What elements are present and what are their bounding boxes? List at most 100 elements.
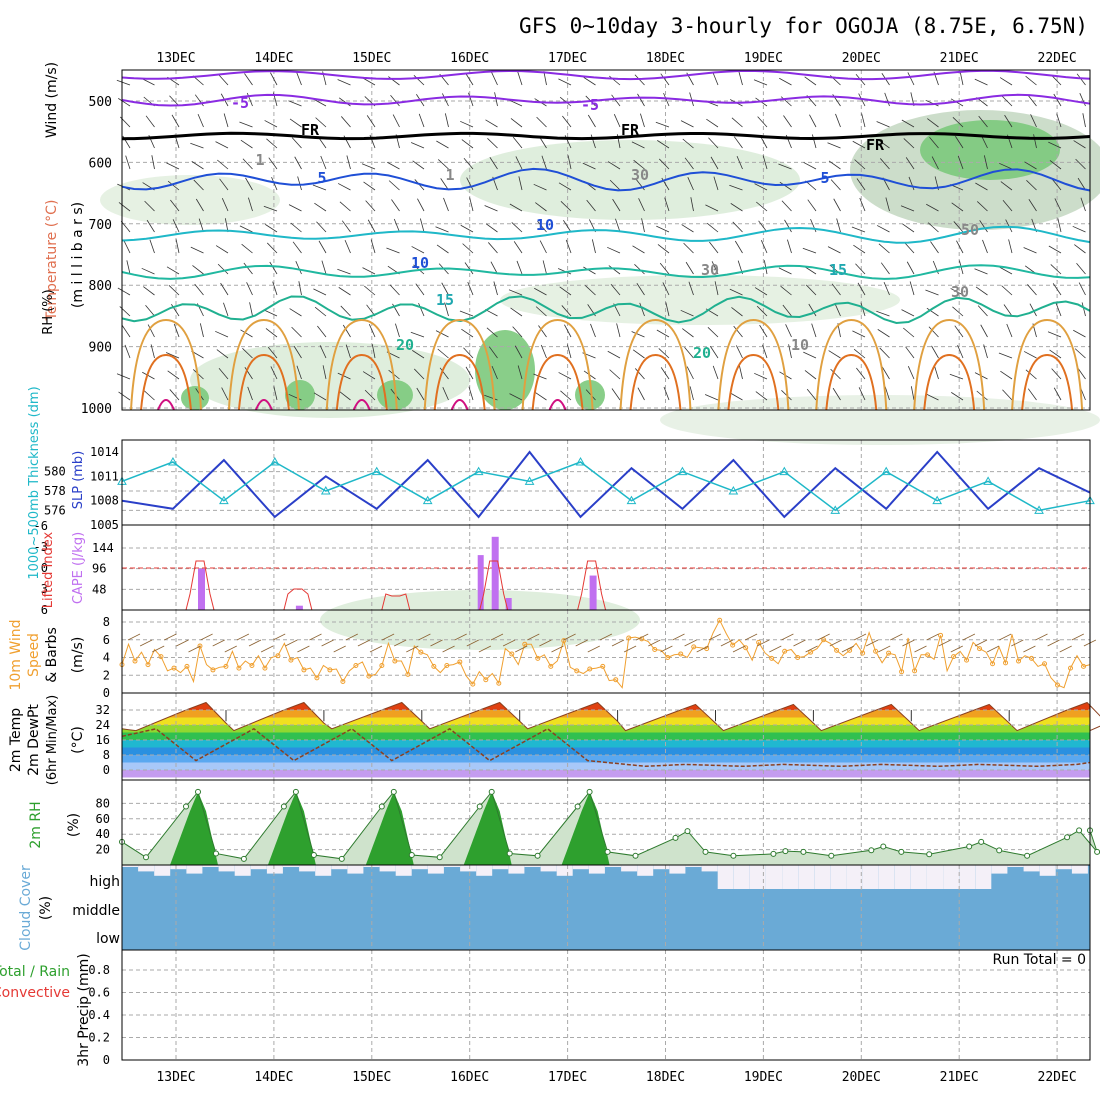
wind-barb — [885, 197, 890, 212]
wind-barb — [900, 205, 915, 212]
wind-barb — [879, 347, 890, 359]
cape-bar — [505, 598, 512, 610]
wind-barb — [983, 344, 988, 359]
wind-barb — [406, 645, 419, 653]
wind-barb — [462, 243, 474, 254]
cloud-gap — [218, 865, 235, 872]
wind-barb — [192, 265, 204, 275]
wind-barb — [785, 324, 792, 338]
wind-barb — [221, 387, 229, 401]
upper-air-panel: 500 600 700 800 900 1000 -5 -5 FR FR FR 5 5 10 10 15 15 2… — [81, 69, 1100, 650]
wind-barb — [517, 71, 523, 86]
svg-text:(%): (%) — [38, 896, 54, 920]
svg-text:(°C): (°C) — [70, 726, 86, 754]
wind-barb — [337, 372, 351, 380]
cloud-gap — [1039, 865, 1056, 876]
wind-barb — [927, 118, 939, 128]
wind-barb — [803, 351, 817, 359]
wind-barb — [708, 633, 721, 641]
wind-barb — [167, 370, 180, 380]
wind-barb — [509, 99, 523, 107]
wind-barb — [781, 633, 794, 641]
wind-barb — [1072, 225, 1086, 233]
wind-barb — [663, 92, 670, 107]
wind-barb — [904, 242, 915, 254]
wind-barb — [817, 633, 830, 641]
rh-shade-area — [660, 395, 1100, 445]
thickness-line — [121, 461, 1091, 512]
wind-barb — [708, 137, 719, 149]
contour-label: 10 — [791, 336, 809, 354]
rh-peak-fill — [561, 791, 610, 865]
cloud-gap — [524, 865, 541, 867]
wind-barb — [460, 120, 474, 128]
wind-barb — [1076, 263, 1086, 275]
rh-marker — [488, 788, 495, 795]
wind-barb — [778, 163, 792, 170]
wind-barb — [951, 392, 964, 401]
wind-barb — [491, 365, 498, 380]
wind-barb — [170, 199, 180, 212]
wind-barb — [664, 197, 670, 212]
wind-speed-marker — [626, 635, 632, 641]
temp-contour-arc — [825, 353, 878, 411]
temp-contour-arc — [140, 353, 192, 411]
wind-barb — [781, 200, 792, 212]
date-label-top: 22DEC — [1038, 51, 1077, 66]
thickness-marker — [983, 476, 993, 485]
wind-barb — [1025, 369, 1037, 380]
wind-barb — [827, 142, 841, 149]
wind-barb — [758, 220, 768, 233]
wind-barb — [611, 639, 625, 647]
wind-barb — [224, 218, 229, 233]
wind-barb — [244, 367, 253, 380]
wind-barb — [836, 218, 841, 233]
wind-barb — [688, 281, 694, 296]
wind-speed-marker — [210, 667, 216, 673]
wind-barb — [830, 368, 841, 380]
wind-barb — [861, 113, 866, 128]
wind-barb — [271, 176, 278, 191]
wind-barb — [212, 639, 225, 647]
wind-barb — [729, 184, 743, 191]
wind-barb — [567, 155, 572, 170]
rh-marker — [702, 848, 709, 855]
wind-barb — [713, 176, 719, 191]
rh-marker — [534, 852, 541, 859]
wind-barb — [1025, 75, 1037, 86]
wind-speed-marker — [1055, 682, 1061, 688]
wind-barb — [437, 348, 449, 359]
rh-shade-area — [920, 120, 1060, 180]
li-tick-label: 6 — [41, 603, 48, 617]
wind-barb — [337, 268, 351, 275]
wind-barb — [1029, 303, 1037, 317]
cloud-gap — [846, 865, 863, 889]
wind-barb — [381, 633, 395, 641]
wind-barb — [590, 134, 596, 149]
thickness-marker — [320, 485, 331, 495]
wind-barb — [903, 327, 915, 338]
contour-label: FR — [621, 121, 640, 139]
wind-barb — [368, 324, 376, 338]
wind-barb — [956, 240, 964, 254]
wind-barb — [909, 281, 915, 296]
date-label-bottom: 22DEC — [1038, 1070, 1077, 1085]
rh-marker — [408, 851, 415, 858]
temp-band — [122, 755, 1090, 763]
wind-barb — [662, 282, 670, 296]
wind-barb — [1030, 114, 1037, 128]
rh-tick-label: 60 — [96, 812, 110, 826]
wind-barb — [564, 324, 572, 338]
thickness-tick-label: 576 — [44, 503, 66, 517]
thickness-marker — [524, 476, 535, 485]
wind-barb — [537, 221, 547, 233]
wind-barb — [953, 221, 964, 233]
wind-barb — [460, 224, 474, 233]
date-label-bottom: 14DEC — [254, 1070, 293, 1085]
wind-barb — [267, 346, 278, 359]
wind-barb — [704, 394, 719, 401]
wind-barb — [878, 243, 890, 254]
wind-barb — [493, 281, 498, 296]
wind-barb — [1055, 302, 1062, 317]
wind-barb — [369, 645, 383, 653]
